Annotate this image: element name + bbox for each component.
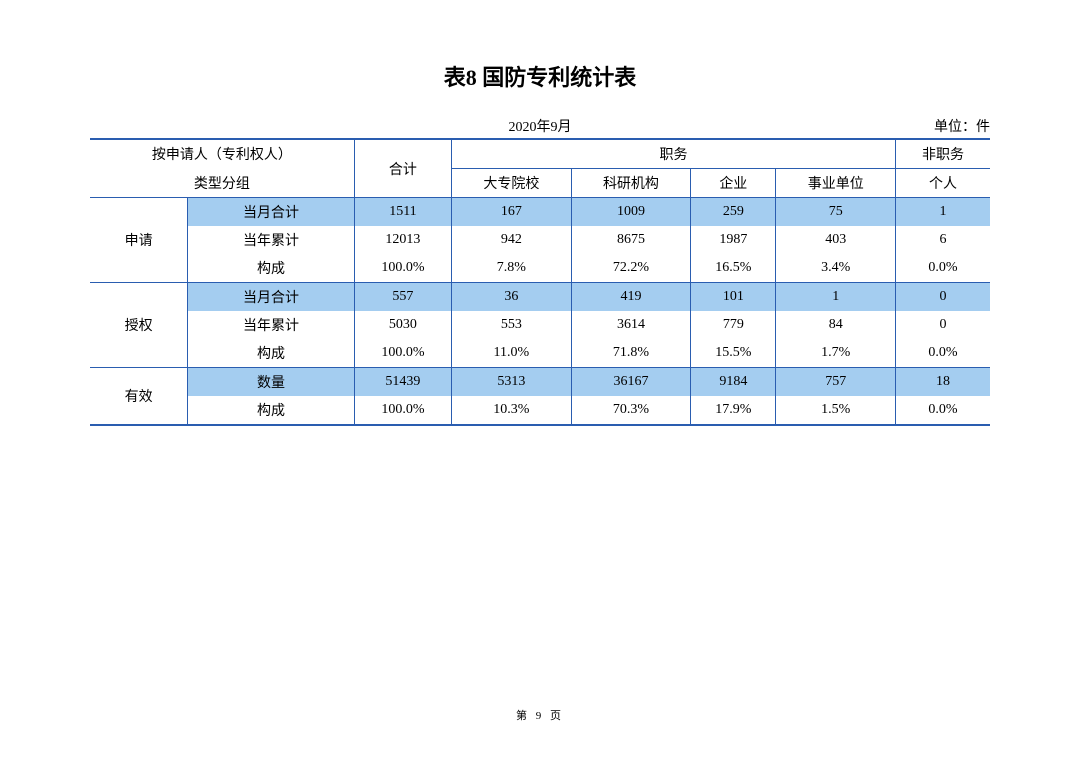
row-label: 构成 bbox=[188, 254, 355, 283]
cell: 1009 bbox=[571, 198, 691, 227]
row-label: 数量 bbox=[188, 368, 355, 397]
table-header-row: 类型分组 大专院校 科研机构 企业 事业单位 个人 bbox=[90, 169, 990, 198]
group-header-line1: 按申请人（专利权人） bbox=[90, 139, 354, 169]
table-row: 授权 当月合计 557 36 419 101 1 0 bbox=[90, 283, 990, 312]
col-header-2: 科研机构 bbox=[571, 169, 691, 198]
cell: 8675 bbox=[571, 226, 691, 254]
cell: 101 bbox=[691, 283, 776, 312]
cell: 36 bbox=[452, 283, 572, 312]
cell: 0.0% bbox=[895, 339, 990, 368]
cell: 6 bbox=[895, 226, 990, 254]
cell: 0 bbox=[895, 283, 990, 312]
table-row: 构成 100.0% 11.0% 71.8% 15.5% 1.7% 0.0% bbox=[90, 339, 990, 368]
section-label-grant: 授权 bbox=[90, 283, 188, 368]
period-label: 2020年9月 bbox=[90, 116, 990, 136]
cell: 75 bbox=[776, 198, 896, 227]
cell: 1.5% bbox=[776, 396, 896, 425]
non-position-header: 非职务 bbox=[895, 139, 990, 169]
cell: 16.5% bbox=[691, 254, 776, 283]
cell: 51439 bbox=[354, 368, 451, 397]
table-row: 有效 数量 51439 5313 36167 9184 757 18 bbox=[90, 368, 990, 397]
section-label-valid: 有效 bbox=[90, 368, 188, 426]
cell: 7.8% bbox=[452, 254, 572, 283]
row-label: 当月合计 bbox=[188, 198, 355, 227]
cell: 3.4% bbox=[776, 254, 896, 283]
cell: 942 bbox=[452, 226, 572, 254]
cell: 1 bbox=[776, 283, 896, 312]
unit-label: 单位：件 bbox=[934, 116, 990, 136]
table-row: 当年累计 12013 942 8675 1987 403 6 bbox=[90, 226, 990, 254]
col-header-1: 大专院校 bbox=[452, 169, 572, 198]
meta-row: 2020年9月 单位：件 bbox=[90, 116, 990, 136]
cell: 100.0% bbox=[354, 254, 451, 283]
cell: 557 bbox=[354, 283, 451, 312]
cell: 71.8% bbox=[571, 339, 691, 368]
table-row: 当年累计 5030 553 3614 779 84 0 bbox=[90, 311, 990, 339]
cell: 72.2% bbox=[571, 254, 691, 283]
cell: 84 bbox=[776, 311, 896, 339]
table-row: 构成 100.0% 7.8% 72.2% 16.5% 3.4% 0.0% bbox=[90, 254, 990, 283]
col-header-4: 事业单位 bbox=[776, 169, 896, 198]
cell: 1.7% bbox=[776, 339, 896, 368]
total-header: 合计 bbox=[354, 139, 451, 198]
row-label: 构成 bbox=[188, 339, 355, 368]
cell: 1 bbox=[895, 198, 990, 227]
cell: 0 bbox=[895, 311, 990, 339]
cell: 10.3% bbox=[452, 396, 572, 425]
cell: 11.0% bbox=[452, 339, 572, 368]
cell: 757 bbox=[776, 368, 896, 397]
cell: 553 bbox=[452, 311, 572, 339]
cell: 0.0% bbox=[895, 254, 990, 283]
cell: 100.0% bbox=[354, 339, 451, 368]
group-header-line2: 类型分组 bbox=[90, 169, 354, 198]
col-header-5: 个人 bbox=[895, 169, 990, 198]
page-footer: 第 9 页 bbox=[0, 707, 1080, 723]
cell: 18 bbox=[895, 368, 990, 397]
cell: 70.3% bbox=[571, 396, 691, 425]
table-title: 表8 国防专利统计表 bbox=[0, 60, 1080, 92]
table-row: 申请 当月合计 1511 167 1009 259 75 1 bbox=[90, 198, 990, 227]
patent-stats-table: 按申请人（专利权人） 合计 职务 非职务 类型分组 大专院校 科研机构 企业 事… bbox=[90, 138, 990, 426]
table-row: 构成 100.0% 10.3% 70.3% 17.9% 1.5% 0.0% bbox=[90, 396, 990, 425]
cell: 5030 bbox=[354, 311, 451, 339]
cell: 779 bbox=[691, 311, 776, 339]
section-label-apply: 申请 bbox=[90, 198, 188, 283]
cell: 36167 bbox=[571, 368, 691, 397]
cell: 167 bbox=[452, 198, 572, 227]
table-header-row: 按申请人（专利权人） 合计 职务 非职务 bbox=[90, 139, 990, 169]
cell: 9184 bbox=[691, 368, 776, 397]
row-label: 当年累计 bbox=[188, 311, 355, 339]
row-label: 构成 bbox=[188, 396, 355, 425]
cell: 3614 bbox=[571, 311, 691, 339]
cell: 15.5% bbox=[691, 339, 776, 368]
cell: 419 bbox=[571, 283, 691, 312]
row-label: 当年累计 bbox=[188, 226, 355, 254]
position-header: 职务 bbox=[452, 139, 896, 169]
cell: 403 bbox=[776, 226, 896, 254]
cell: 17.9% bbox=[691, 396, 776, 425]
cell: 1511 bbox=[354, 198, 451, 227]
cell: 0.0% bbox=[895, 396, 990, 425]
cell: 259 bbox=[691, 198, 776, 227]
cell: 1987 bbox=[691, 226, 776, 254]
cell: 100.0% bbox=[354, 396, 451, 425]
cell: 12013 bbox=[354, 226, 451, 254]
col-header-3: 企业 bbox=[691, 169, 776, 198]
row-label: 当月合计 bbox=[188, 283, 355, 312]
cell: 5313 bbox=[452, 368, 572, 397]
